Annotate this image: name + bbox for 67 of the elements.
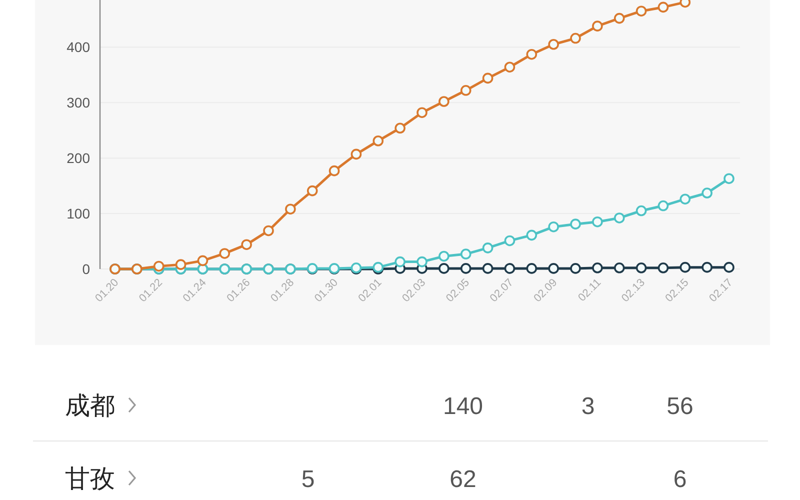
point — [197, 255, 208, 266]
text: 3 — [581, 393, 595, 420]
point — [702, 188, 712, 198]
point — [504, 62, 516, 73]
point — [680, 262, 691, 273]
point — [570, 263, 581, 274]
point — [680, 194, 691, 205]
point — [548, 263, 559, 274]
y-tick-label: 400 — [66, 39, 90, 56]
point — [702, 262, 712, 273]
point — [438, 96, 450, 107]
point — [636, 262, 647, 274]
point — [328, 165, 340, 176]
point — [175, 259, 186, 270]
point — [636, 205, 647, 216]
text: 62 — [450, 466, 476, 493]
point — [372, 135, 384, 146]
point — [504, 263, 516, 274]
point — [285, 204, 296, 214]
text: 5 — [301, 466, 315, 493]
point — [658, 200, 669, 212]
text: 6 — [673, 466, 687, 493]
point — [504, 235, 516, 246]
point — [614, 262, 625, 274]
y-tick-label: 0 — [82, 261, 90, 277]
point — [306, 185, 318, 196]
point — [482, 242, 494, 254]
point — [592, 20, 603, 32]
text: 成都 — [65, 392, 115, 420]
point — [394, 122, 406, 134]
point — [570, 32, 581, 44]
point — [526, 230, 538, 241]
y-tick-label: 300 — [66, 94, 90, 111]
point — [416, 107, 428, 118]
point — [263, 225, 274, 236]
point — [526, 263, 538, 274]
point — [416, 256, 428, 268]
point — [460, 248, 472, 260]
point — [570, 218, 581, 230]
point — [724, 173, 734, 184]
point — [241, 239, 252, 250]
point — [614, 212, 625, 224]
point — [460, 263, 472, 274]
point — [482, 72, 494, 84]
point — [614, 12, 625, 24]
y-tick-label: 200 — [66, 150, 90, 166]
point — [724, 262, 734, 273]
point — [350, 148, 362, 160]
text: 甘孜 — [65, 465, 115, 493]
point — [219, 248, 230, 259]
point — [658, 2, 669, 13]
point — [438, 263, 450, 274]
point — [394, 256, 406, 268]
point — [526, 48, 538, 60]
point — [548, 38, 559, 50]
point — [482, 263, 494, 274]
text: 140 — [442, 393, 484, 420]
point — [153, 260, 164, 272]
point — [548, 221, 559, 232]
text: 56 — [666, 393, 694, 420]
point — [636, 6, 647, 16]
y-tick-label: 100 — [66, 206, 90, 222]
point — [658, 262, 669, 274]
point — [592, 216, 603, 228]
point — [438, 250, 450, 262]
point — [592, 262, 603, 274]
point — [460, 85, 472, 96]
